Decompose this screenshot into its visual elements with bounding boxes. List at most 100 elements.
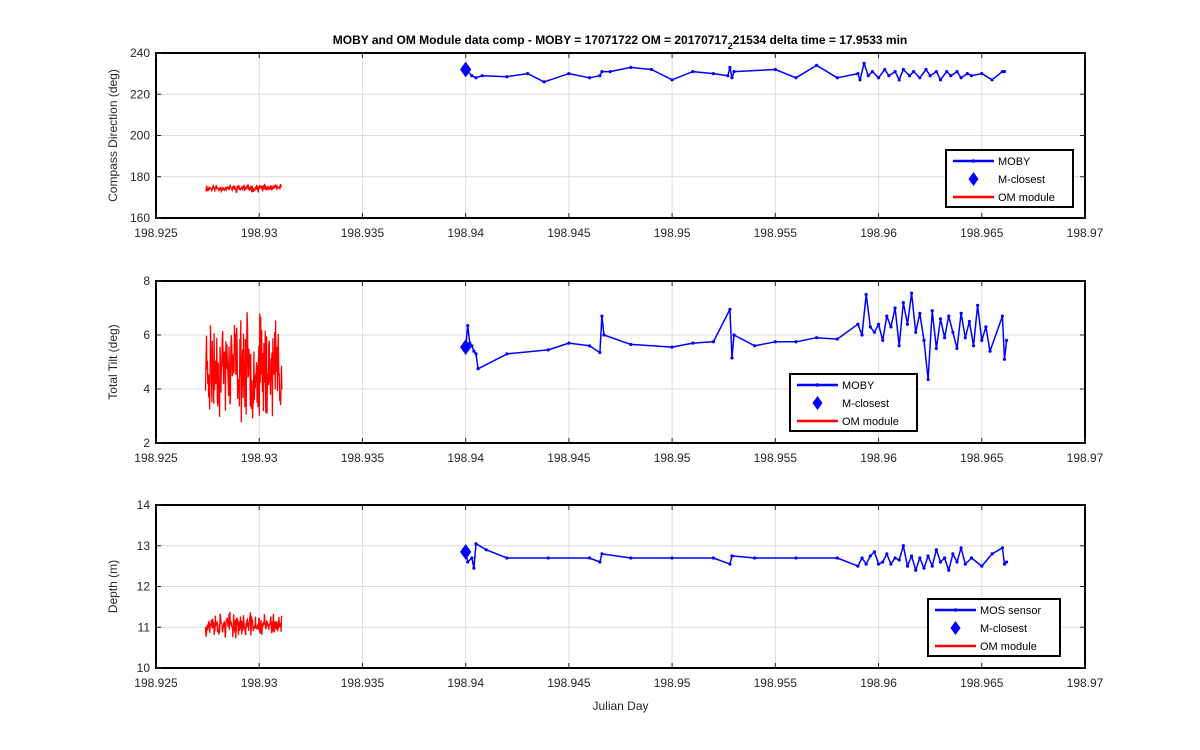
y-tick-label: 8 [143,274,150,288]
data-point-moby [730,356,734,360]
data-point-moby [835,337,839,341]
series-line-om-module [204,312,283,423]
data-point-mos-sensor [922,566,926,570]
data-point-moby [1000,314,1005,318]
plot-area [156,281,1085,443]
data-point-mos-sensor [893,556,897,560]
legend-label: MOBY [998,156,1031,168]
data-point-moby [598,350,602,355]
x-tick-label: 198.95 [654,451,691,465]
data-point-moby [897,78,901,82]
series-line-mos-sensor [464,542,1008,571]
x-tick-label: 198.96 [860,226,897,240]
data-point-mos-sensor [889,562,893,566]
data-point-moby [670,78,674,82]
x-tick-label: 198.94 [447,226,484,240]
data-point-mos-sensor [943,556,947,560]
data-point-moby [794,76,798,80]
data-point-mos-sensor [963,562,967,566]
data-point-mos-sensor [472,566,476,570]
data-point-moby [505,75,509,79]
data-point-moby [955,346,959,351]
data-point-moby [984,325,988,329]
data-point-mos-sensor [868,554,872,558]
data-point-moby [934,69,938,74]
data-point-mos-sensor [728,562,732,566]
data-point-moby [980,72,984,76]
data-point-moby [567,341,571,345]
legend-label: MOS sensor [980,605,1041,617]
tick-marks [155,280,1086,444]
data-point-moby [893,69,897,74]
legend-swatch-m-closest [968,172,979,186]
data-point-moby [870,69,874,74]
data-point-mos-sensor [872,550,877,554]
data-point-moby [901,301,905,305]
data-point-moby [598,74,602,78]
data-point-moby [926,377,930,382]
data-point-moby [918,311,922,315]
x-tick-label: 198.95 [654,676,691,690]
data-point-moby [897,344,901,348]
data-point-moby [732,69,736,74]
data-point-moby [649,67,654,72]
data-point-moby [526,72,530,76]
x-tick-label: 198.935 [341,676,385,690]
data-point-mos-sensor [990,552,994,556]
data-point-mos-sensor [901,544,905,548]
data-point-moby [988,349,992,353]
data-point-mos-sensor [969,556,974,560]
x-tick-label: 198.96 [860,451,897,465]
data-point-moby [945,69,949,74]
y-tick-label: 180 [130,170,150,184]
data-point-moby [864,292,868,297]
data-point-moby [600,69,604,74]
data-point-moby [472,349,476,353]
y-tick-label: 220 [130,87,150,101]
data-point-moby [905,322,910,326]
data-point-moby [876,322,881,326]
data-point-moby [856,322,860,326]
legend: MOS sensor M-closest OM module [927,598,1061,657]
data-point-moby [858,78,862,82]
data-point-mos-sensor [505,556,509,560]
data-point-moby [476,367,480,371]
figure-title-main: MOBY and OM Module data comp - MOBY = 17… [333,33,728,47]
figure-title-subscript: 2 [728,41,733,51]
data-point-mos-sensor [926,554,930,558]
data-point-moby [542,80,546,84]
y-axis-label: Depth (m) [106,560,120,613]
data-point-moby [602,333,606,337]
x-tick-label: 198.97 [1067,451,1104,465]
data-point-mos-sensor [959,546,963,550]
legend-label: M-closest [842,398,889,410]
x-tick-label: 198.965 [960,226,1004,240]
data-point-mos-sensor [860,556,864,560]
x-tick-label: 198.965 [960,451,1004,465]
data-point-moby [835,76,839,80]
data-point-moby [470,74,474,78]
data-point-mos-sensor [835,556,839,560]
series-line-om-module [205,183,283,194]
data-point-moby [466,323,470,328]
data-point-moby [876,76,881,80]
data-point-moby [938,317,943,321]
data-point-moby [914,330,918,334]
data-point-moby [629,65,633,70]
data-point-moby [773,67,777,72]
data-point-moby [711,72,716,76]
data-point-moby [470,344,474,348]
data-point-moby [587,76,592,80]
data-point-moby [567,72,571,76]
data-point-moby [938,78,943,82]
data-point-moby [505,352,509,356]
axes-box [155,280,1086,444]
data-point-moby [1004,338,1009,342]
marker-m-closest [460,61,472,78]
chart-panel-1: 198.925 198.93 198.935 198.94 198.945 198.95 1… [106,46,1104,240]
x-tick-label: 198.93 [241,226,278,240]
legend-label: M-closest [998,174,1045,186]
y-tick-label: 200 [130,129,150,143]
data-point-moby [971,344,976,348]
data-point-moby [856,72,860,76]
